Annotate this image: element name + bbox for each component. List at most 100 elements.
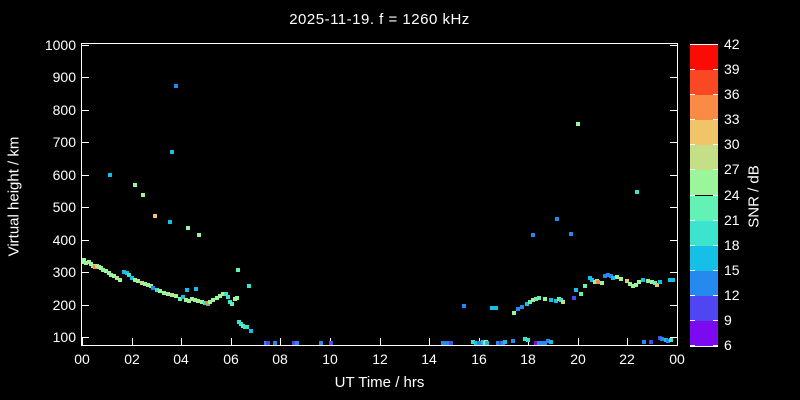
data-point	[82, 260, 84, 264]
data-point	[230, 302, 234, 306]
x-axis-tick	[677, 338, 678, 345]
data-point	[554, 299, 558, 303]
data-point	[490, 306, 494, 310]
y-axis-tick	[82, 272, 89, 273]
data-point	[292, 341, 296, 345]
data-point	[462, 304, 466, 308]
data-point	[130, 276, 134, 280]
data-point	[196, 299, 200, 303]
data-point	[174, 294, 178, 298]
colorbar-segment	[690, 70, 718, 96]
colorbar-tick	[713, 194, 718, 196]
data-point	[549, 340, 553, 344]
colorbar-tick-label: 12	[724, 287, 740, 303]
y-axis-tick	[82, 110, 89, 111]
data-point	[140, 281, 144, 285]
data-point	[155, 288, 159, 292]
data-point	[520, 305, 524, 309]
y-tick-label: 600	[52, 167, 76, 183]
colorbar-tick	[713, 94, 718, 96]
x-axis-label: UT Time / hrs	[334, 374, 425, 391]
colorbar-tick	[713, 345, 718, 346]
data-point	[485, 341, 489, 345]
data-point	[669, 338, 673, 342]
data-point	[494, 306, 498, 310]
y-tick-label: 400	[52, 232, 76, 248]
data-point	[247, 284, 251, 288]
y-tick-label: 200	[52, 297, 76, 313]
data-point	[534, 341, 538, 345]
data-point	[211, 298, 215, 302]
colorbar-tick	[690, 244, 695, 246]
data-point	[655, 283, 659, 287]
chart-title: 2025-11-19. f = 1260 kHz	[289, 11, 470, 28]
y-axis-tick	[670, 337, 677, 338]
colorbar-tick-label: 27	[724, 161, 740, 177]
colorbar-segment	[690, 245, 718, 271]
data-point	[668, 278, 672, 282]
data-point	[646, 279, 650, 283]
data-point	[319, 341, 323, 345]
y-tick-label: 700	[52, 134, 76, 150]
data-point	[625, 279, 629, 283]
y-axis-tick	[82, 207, 89, 208]
x-tick-label: 02	[124, 351, 140, 367]
x-tick-label: 00	[74, 351, 90, 367]
y-tick-label: 100	[52, 329, 76, 345]
y-tick-label: 900	[52, 69, 76, 85]
data-point	[194, 287, 198, 291]
colorbar-tick	[713, 144, 718, 146]
colorbar-tick-label: 9	[724, 312, 732, 328]
data-point	[84, 261, 88, 265]
data-point	[112, 274, 116, 278]
data-point	[441, 341, 445, 345]
data-point	[115, 276, 119, 280]
data-point	[531, 298, 535, 302]
y-tick-label: 500	[52, 199, 76, 215]
data-point	[637, 280, 641, 284]
x-axis-tick	[380, 338, 381, 345]
data-point	[546, 339, 550, 343]
colorbar-tick-label: 21	[724, 212, 740, 228]
data-point	[537, 341, 541, 345]
data-point	[531, 233, 535, 237]
x-axis-tick	[578, 338, 579, 345]
x-axis-tick	[627, 338, 628, 345]
x-tick-label: 00	[669, 351, 685, 367]
data-point	[666, 339, 670, 343]
colorbar-tick	[690, 94, 695, 96]
data-point	[215, 296, 219, 300]
data-point	[226, 295, 230, 299]
data-point	[136, 279, 140, 283]
x-tick-label: 20	[570, 351, 586, 367]
data-point	[295, 341, 299, 345]
data-point	[628, 282, 632, 286]
colorbar-segment	[690, 95, 718, 121]
data-point	[186, 226, 190, 230]
data-point	[569, 232, 573, 236]
colorbar-tick	[713, 69, 718, 71]
y-axis-tick	[82, 45, 89, 46]
data-point	[170, 150, 174, 154]
colorbar-tick-label: 6	[724, 337, 732, 353]
data-point	[574, 288, 578, 292]
y-axis-tick	[670, 305, 677, 306]
data-point	[141, 193, 145, 197]
colorbar-segment	[690, 295, 718, 321]
y-axis-tick	[82, 240, 89, 241]
data-point	[576, 122, 580, 126]
colorbar-segment	[690, 120, 718, 146]
colorbar-label: SNR / dB	[745, 165, 763, 228]
colorbar-tick	[690, 219, 695, 221]
data-point	[218, 294, 222, 298]
data-point	[236, 268, 240, 272]
colorbar-segment	[690, 170, 718, 196]
data-point	[523, 337, 527, 341]
data-point	[511, 339, 515, 343]
data-point	[181, 295, 185, 299]
data-point	[162, 291, 166, 295]
data-point	[474, 341, 478, 345]
colorbar-tick-label: 15	[724, 262, 740, 278]
colorbar-tick	[713, 294, 718, 296]
data-point	[174, 84, 178, 88]
